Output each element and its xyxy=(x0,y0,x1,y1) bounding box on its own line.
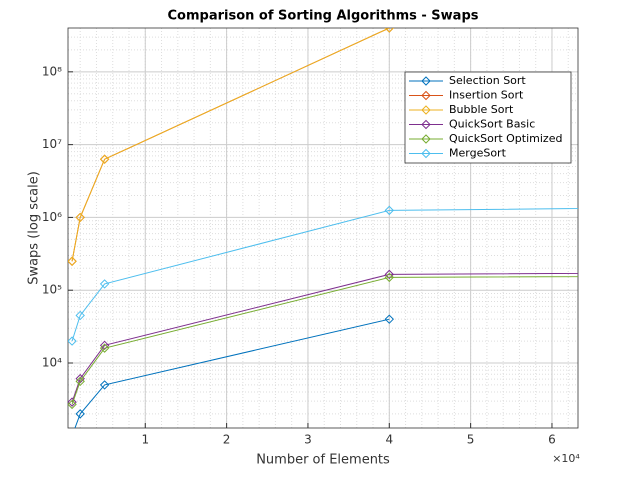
series-line xyxy=(71,28,390,262)
data-point xyxy=(99,340,110,351)
data-point xyxy=(99,343,110,353)
x-tick-label: 4 xyxy=(385,433,393,447)
legend-marker xyxy=(421,76,431,86)
data-point xyxy=(384,272,394,283)
data-point xyxy=(99,154,110,164)
legend-label: Selection Sort xyxy=(449,74,526,87)
plot-layer xyxy=(68,28,578,440)
data-point xyxy=(384,314,394,324)
x-tick-label: 1 xyxy=(141,433,149,447)
data-point xyxy=(75,376,85,387)
legend-marker xyxy=(421,119,431,130)
series-line xyxy=(71,276,578,405)
y-tick-label: 10⁷ xyxy=(42,137,62,151)
x-tick-label: 3 xyxy=(304,433,312,447)
data-point xyxy=(68,432,76,440)
series-line xyxy=(74,318,390,428)
legend-marker xyxy=(421,134,431,144)
y-tick-label: 10⁶ xyxy=(42,210,62,224)
x-multiplier: ×10⁴ xyxy=(552,452,580,465)
data-point xyxy=(384,205,394,216)
data-point xyxy=(68,336,77,346)
x-tick-label: 5 xyxy=(467,433,475,447)
legend-marker xyxy=(421,148,431,159)
legend-box xyxy=(404,71,572,164)
grid xyxy=(68,28,578,428)
series-line xyxy=(71,272,578,403)
legend-label: MergeSort xyxy=(449,147,507,160)
data-point xyxy=(75,310,85,321)
data-point xyxy=(75,409,85,419)
data-point xyxy=(75,212,85,223)
data-point xyxy=(384,269,394,280)
legend-label: QuickSort Basic xyxy=(449,118,535,131)
series-line xyxy=(71,208,578,342)
data-point xyxy=(99,380,110,390)
legend-marker xyxy=(421,90,431,101)
legend-marker xyxy=(421,105,431,115)
legend-label: Insertion Sort xyxy=(449,89,524,102)
data-point xyxy=(68,397,77,407)
y-axis-label: Swaps (log scale) xyxy=(27,171,42,285)
y-tick-label: 10⁸ xyxy=(42,64,62,78)
x-tick-label: 2 xyxy=(223,433,231,447)
data-point xyxy=(384,28,394,33)
y-tick-label: 10⁴ xyxy=(42,356,62,370)
data-point xyxy=(68,399,77,410)
chart-title: Comparison of Sorting Algorithms - Swaps xyxy=(168,9,479,24)
data-point xyxy=(99,279,110,289)
legend-label: Bubble Sort xyxy=(449,103,514,116)
axes-box xyxy=(67,27,579,429)
x-tick-label: 6 xyxy=(548,433,556,447)
data-point xyxy=(68,256,77,266)
y-tick-label: 10⁵ xyxy=(42,283,62,297)
legend-label: QuickSort Optimized xyxy=(449,132,562,145)
x-axis-label: Number of Elements xyxy=(256,453,390,468)
